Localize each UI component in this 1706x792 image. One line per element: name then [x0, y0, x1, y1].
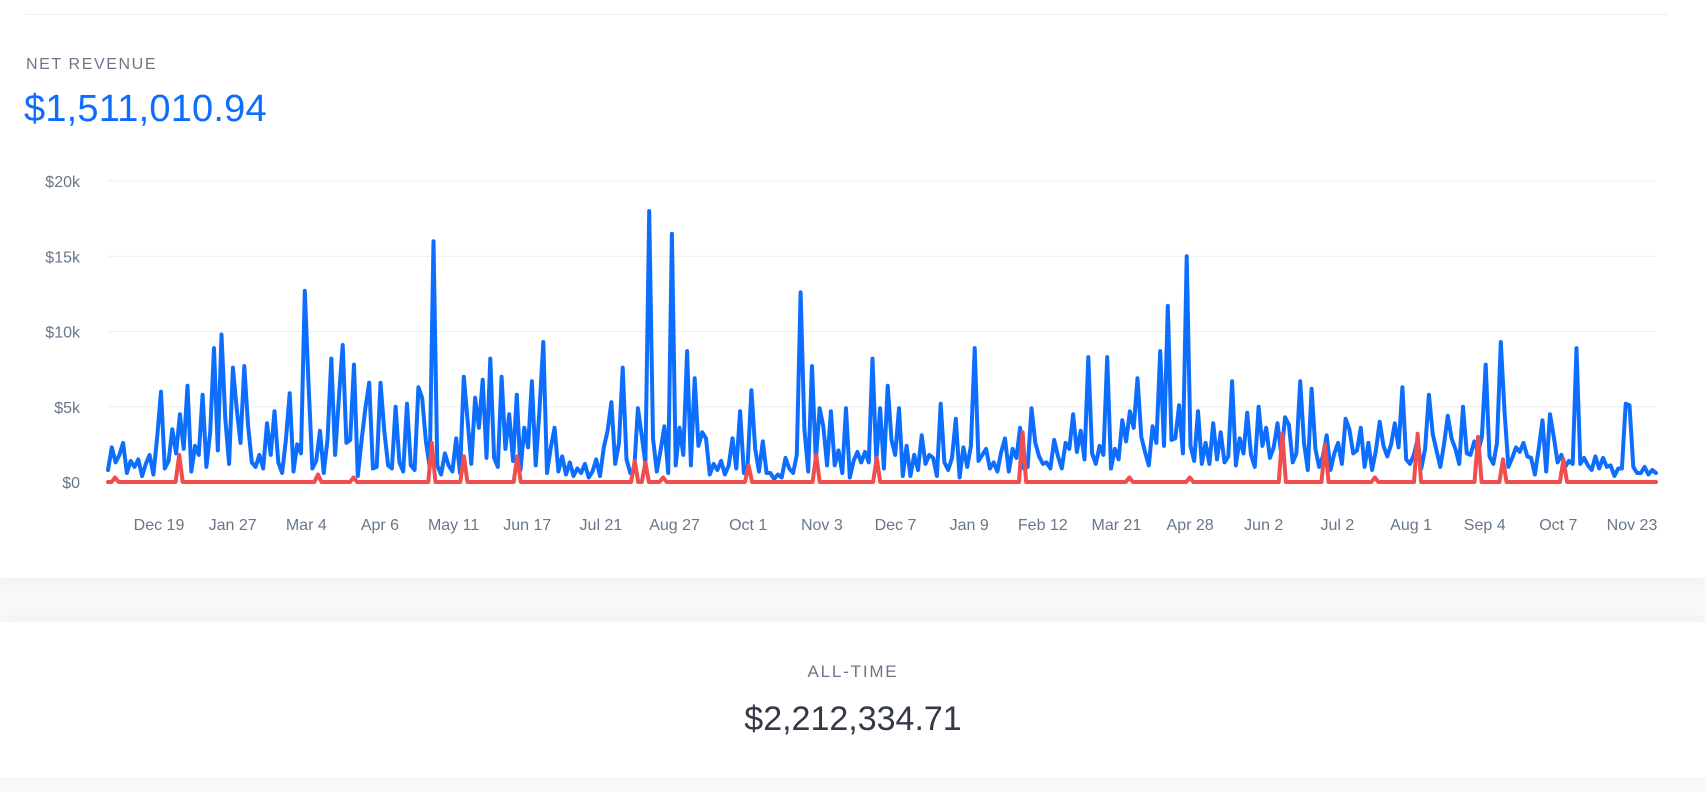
x-tick-label-14: Apr 28: [1167, 517, 1214, 534]
top-divider: [26, 14, 1668, 15]
y-tick-label-1: $5k: [54, 400, 81, 417]
x-tick-label-7: Aug 27: [649, 517, 700, 534]
x-tick-label-17: Aug 1: [1390, 517, 1432, 534]
x-tick-label-6: Jul 21: [580, 517, 623, 534]
y-tick-label-0: $0: [62, 475, 80, 492]
series-line-1: [106, 430, 1658, 484]
x-tick-label-15: Jun 2: [1244, 517, 1283, 534]
net-revenue-chart[interactable]: $0 $5k $10k $15k $20k Dec 19 Jan 27 Mar 4 Apr 6 M…: [0, 160, 1706, 540]
x-tick-label-13: Mar 21: [1092, 517, 1142, 534]
x-tick-label-19: Oct 7: [1539, 517, 1577, 534]
x-tick-label-9: Nov 3: [801, 517, 843, 534]
x-tick-label-2: Mar 4: [286, 517, 327, 534]
y-tick-label-2: $10k: [45, 325, 81, 342]
x-tick-label-11: Jan 9: [950, 517, 989, 534]
x-tick-label-18: Sep 4: [1464, 517, 1506, 534]
x-tick-label-20: Nov 23: [1607, 517, 1658, 534]
all-time-value: $2,212,334.71: [744, 700, 962, 738]
all-time-card: [0, 622, 1706, 778]
series-line-0: [106, 209, 1658, 481]
x-tick-label-16: Jul 2: [1321, 517, 1355, 534]
x-tick-label-8: Oct 1: [729, 517, 767, 534]
x-tick-label-4: May 11: [428, 517, 479, 534]
x-tick-label-1: Jan 27: [209, 517, 257, 534]
all-time-label: ALL-TIME: [807, 662, 899, 681]
net-revenue-label: NET REVENUE: [26, 56, 158, 73]
x-tick-label-0: Dec 19: [134, 517, 185, 534]
net-revenue-value: $1,511,010.94: [24, 88, 267, 130]
x-tick-label-12: Feb 12: [1018, 517, 1068, 534]
x-tick-label-5: Jun 17: [503, 517, 551, 534]
x-tick-label-10: Dec 7: [875, 517, 917, 534]
y-tick-label-4: $20k: [45, 174, 81, 191]
x-tick-label-3: Apr 6: [361, 517, 399, 534]
y-tick-label-3: $15k: [45, 249, 81, 266]
